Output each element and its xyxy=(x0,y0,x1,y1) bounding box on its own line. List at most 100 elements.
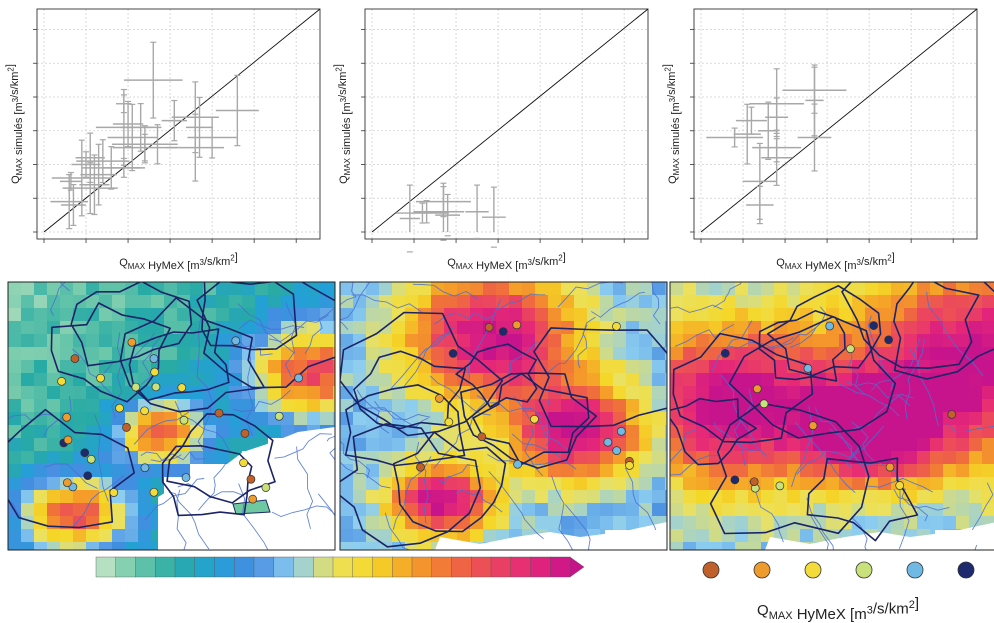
rain-cell xyxy=(229,425,243,439)
river xyxy=(415,441,429,524)
rain-cell xyxy=(307,295,321,309)
river xyxy=(268,314,329,342)
rain-cell xyxy=(613,490,627,504)
rain-cell xyxy=(969,451,983,465)
rain-cell xyxy=(683,464,697,478)
rain-cell xyxy=(405,295,419,309)
rain-cell xyxy=(722,412,736,426)
rain-cell xyxy=(522,321,536,335)
station-marker xyxy=(530,414,539,424)
rain-cell xyxy=(125,503,139,517)
river xyxy=(340,320,349,330)
colorbar-bin xyxy=(214,556,235,578)
rain-cell xyxy=(561,282,575,296)
station-marker xyxy=(749,477,759,487)
colorbar-bin xyxy=(530,556,551,578)
rain-cell xyxy=(587,503,601,517)
rain-cell xyxy=(774,386,788,400)
rain-cell xyxy=(177,282,191,296)
river xyxy=(851,516,868,550)
rain-cell xyxy=(190,282,204,296)
rain-cell xyxy=(587,334,601,348)
station-marker xyxy=(131,382,141,392)
river xyxy=(340,282,370,321)
rain-cell xyxy=(509,282,523,296)
rain-cell xyxy=(865,360,879,374)
rain-cell xyxy=(626,308,640,322)
rain-cell xyxy=(496,516,510,530)
rain-cell xyxy=(353,490,367,504)
river xyxy=(904,338,925,420)
rain-cell xyxy=(535,282,549,296)
rain-cell xyxy=(164,438,178,452)
data-point xyxy=(76,139,130,184)
rain-cell xyxy=(320,347,334,361)
rain-cell xyxy=(320,412,334,426)
station-marker xyxy=(846,344,855,354)
rain-cell xyxy=(229,321,243,335)
rain-cell xyxy=(353,542,367,550)
rain-cell xyxy=(930,321,944,335)
rain-cell xyxy=(587,516,601,530)
river xyxy=(624,467,658,536)
rain-cell xyxy=(164,373,178,387)
rain-cell xyxy=(626,386,640,400)
rain-cell xyxy=(626,334,640,348)
catchment-outline xyxy=(344,384,466,467)
river xyxy=(176,489,187,550)
class-marker xyxy=(753,561,771,579)
rain-cell xyxy=(86,386,100,400)
river xyxy=(233,389,291,412)
rain-cell xyxy=(917,308,931,322)
rain-cell xyxy=(561,425,575,439)
rain-cell xyxy=(177,373,191,387)
river xyxy=(670,454,720,476)
colorbar-bin xyxy=(293,556,314,578)
rain-cell xyxy=(21,464,35,478)
river xyxy=(713,422,760,451)
rain-cell xyxy=(930,425,944,439)
rain-cell xyxy=(956,334,970,348)
rain-cell xyxy=(943,503,957,517)
rain-cell xyxy=(969,386,983,400)
rain-cell xyxy=(177,451,191,465)
rain-cell xyxy=(982,308,994,322)
rain-cell xyxy=(943,347,957,361)
rain-cell xyxy=(268,399,282,413)
rain-cell xyxy=(431,282,445,296)
rain-cell xyxy=(709,542,723,550)
river xyxy=(390,326,455,390)
rain-cell xyxy=(839,503,853,517)
rain-cell xyxy=(735,542,749,550)
rain-cell xyxy=(639,425,653,439)
rain-cell xyxy=(878,503,892,517)
rain-cell xyxy=(21,360,35,374)
rain-cell xyxy=(639,308,653,322)
rain-cell xyxy=(333,373,335,387)
map-frame xyxy=(7,281,336,551)
station-marker xyxy=(149,487,159,497)
rain-cell xyxy=(255,412,269,426)
rain-cell xyxy=(333,347,335,361)
rain-cell xyxy=(405,438,419,452)
rain-cell xyxy=(379,542,393,550)
rain-cell xyxy=(8,282,22,296)
rain-cell xyxy=(418,399,432,413)
rain-cell xyxy=(891,399,905,413)
plot-frame xyxy=(693,8,978,240)
rain-cell xyxy=(665,503,667,517)
river xyxy=(713,282,742,308)
station-marker xyxy=(80,448,90,458)
rain-cell xyxy=(268,347,282,361)
rain-cell xyxy=(444,373,458,387)
rain-cell xyxy=(600,386,614,400)
rain-cell xyxy=(418,360,432,374)
rain-cell xyxy=(774,490,788,504)
rain-cell xyxy=(574,373,588,387)
station-marker xyxy=(869,321,879,330)
catchment-boundaries xyxy=(670,282,994,542)
rain-cell xyxy=(366,438,380,452)
data-point xyxy=(761,129,793,186)
river xyxy=(577,324,588,369)
rain-cell xyxy=(696,334,710,348)
